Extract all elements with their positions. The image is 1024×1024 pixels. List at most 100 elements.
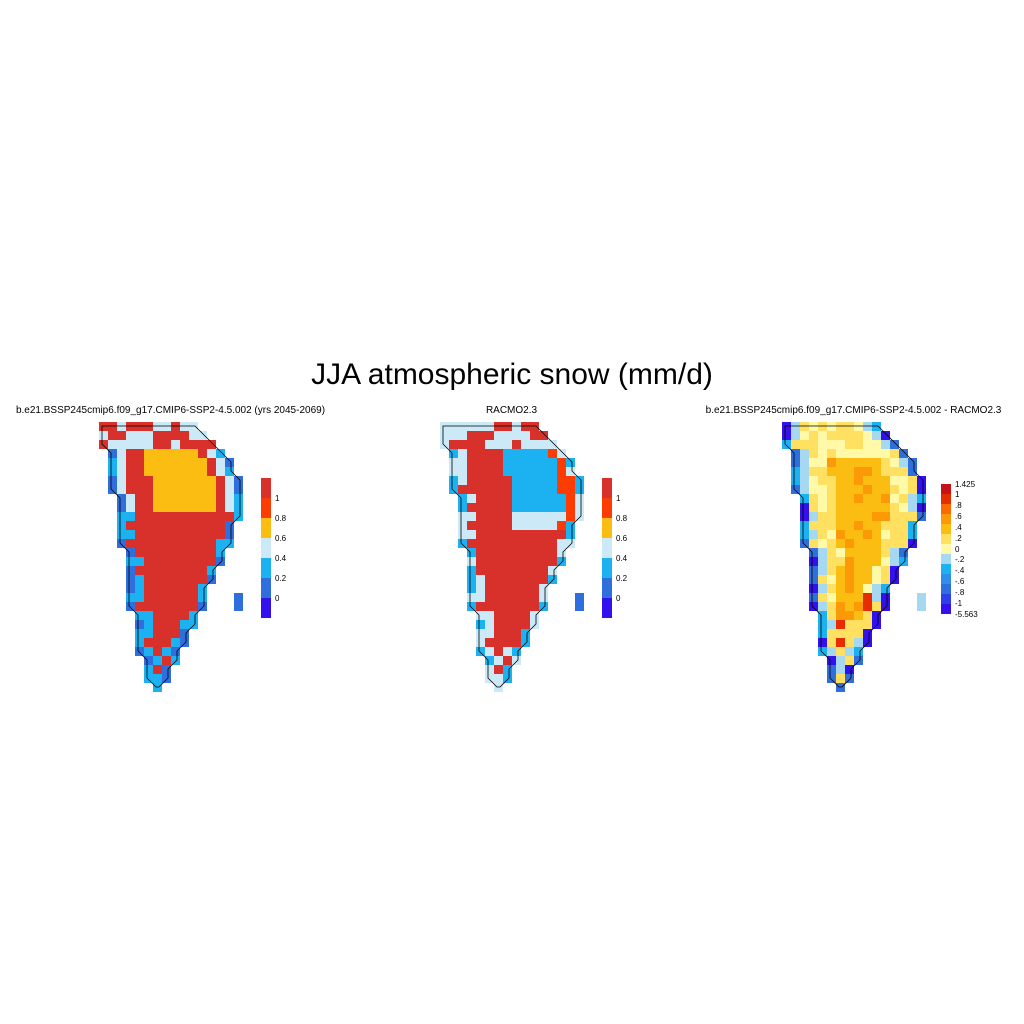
grid-cell (854, 422, 863, 431)
grid-cell (494, 458, 503, 467)
grid-cell (521, 476, 530, 485)
grid-cell (791, 431, 800, 440)
grid-cell (494, 476, 503, 485)
grid-cell (548, 530, 557, 539)
grid-cell (917, 476, 926, 485)
grid-cell (863, 458, 872, 467)
grid-cell (854, 611, 863, 620)
grid-cell (872, 539, 881, 548)
grid-cell (180, 611, 189, 620)
grid-cell (899, 503, 908, 512)
grid-cell (467, 494, 476, 503)
grid-cell (512, 431, 521, 440)
grid-cell (162, 656, 171, 665)
grid-cell (539, 575, 548, 584)
grid-cell (440, 431, 449, 440)
grid-cell (539, 593, 548, 602)
grid-cell (198, 440, 207, 449)
grid-cell (503, 656, 512, 665)
grid-cell (809, 530, 818, 539)
grid-cell (548, 476, 557, 485)
grid-cell (845, 467, 854, 476)
grid-cell (180, 503, 189, 512)
grid-cell (144, 629, 153, 638)
grid-cell (503, 674, 512, 683)
grid-cell (494, 665, 503, 674)
grid-cell (809, 539, 818, 548)
colorbar-tick-label: 0 (275, 593, 280, 603)
grid-cell (845, 440, 854, 449)
colorbar: 0 0.2 0.4 0.6 0.8 1 (602, 478, 627, 618)
grid-cell (485, 566, 494, 575)
grid-cell (467, 485, 476, 494)
grid-cell (521, 512, 530, 521)
grid-cell (126, 431, 135, 440)
grid-cell (818, 476, 827, 485)
grid-cell (503, 440, 512, 449)
grid-cell (494, 467, 503, 476)
grid-cell (845, 593, 854, 602)
grid-cell (180, 449, 189, 458)
grid-cell (890, 575, 899, 584)
grid-cell (854, 566, 863, 575)
grid-cell (818, 539, 827, 548)
grid-cell (144, 431, 153, 440)
grid-cell (836, 503, 845, 512)
grid-cell (126, 593, 135, 602)
grid-cell (854, 656, 863, 665)
grid-cell (881, 449, 890, 458)
grid-cell (189, 566, 198, 575)
grid-cell (800, 440, 809, 449)
colorbar-box (941, 544, 951, 554)
grid-cell (539, 566, 548, 575)
grid-cell (476, 485, 485, 494)
grid-cell (503, 449, 512, 458)
grid-cell (180, 440, 189, 449)
grid-cell (126, 602, 135, 611)
grid-cell (800, 458, 809, 467)
grid-cell (521, 629, 530, 638)
grid-cell (117, 458, 126, 467)
grid-cell (818, 602, 827, 611)
grid-cell (494, 485, 503, 494)
grid-cell (512, 476, 521, 485)
grid-cell (809, 548, 818, 557)
grid-cell (827, 656, 836, 665)
grid-cell (449, 431, 458, 440)
grid-cell (135, 638, 144, 647)
iceland-cells (575, 593, 584, 611)
grid-cell (467, 476, 476, 485)
grid-cell (180, 512, 189, 521)
grid-cell (881, 602, 890, 611)
grid-cell (171, 449, 180, 458)
grid-cell (836, 629, 845, 638)
grid-cell (198, 548, 207, 557)
grid-cell (135, 584, 144, 593)
grid-cell (845, 575, 854, 584)
grid-cell (845, 512, 854, 521)
grid-cell (494, 431, 503, 440)
grid-cell (845, 638, 854, 647)
grid-cell (476, 512, 485, 521)
grid-cell (476, 476, 485, 485)
grid-cell (836, 512, 845, 521)
grid-cell (908, 494, 917, 503)
grid-cell (494, 521, 503, 530)
grid-cell (503, 584, 512, 593)
grid-cell (530, 485, 539, 494)
grid-cell (530, 431, 539, 440)
colorbar-tick-label: 0.6 (275, 533, 287, 543)
grid-cell (863, 512, 872, 521)
grid-cell (827, 665, 836, 674)
grid-cell (521, 494, 530, 503)
grid-cell (494, 440, 503, 449)
grid-cell (539, 548, 548, 557)
grid-cell (162, 440, 171, 449)
grid-cell (890, 521, 899, 530)
grid-cell (198, 512, 207, 521)
grid-cell (467, 440, 476, 449)
grid-cell (207, 521, 216, 530)
grid-cell (162, 449, 171, 458)
grid-cell (503, 575, 512, 584)
grid-cell (162, 548, 171, 557)
